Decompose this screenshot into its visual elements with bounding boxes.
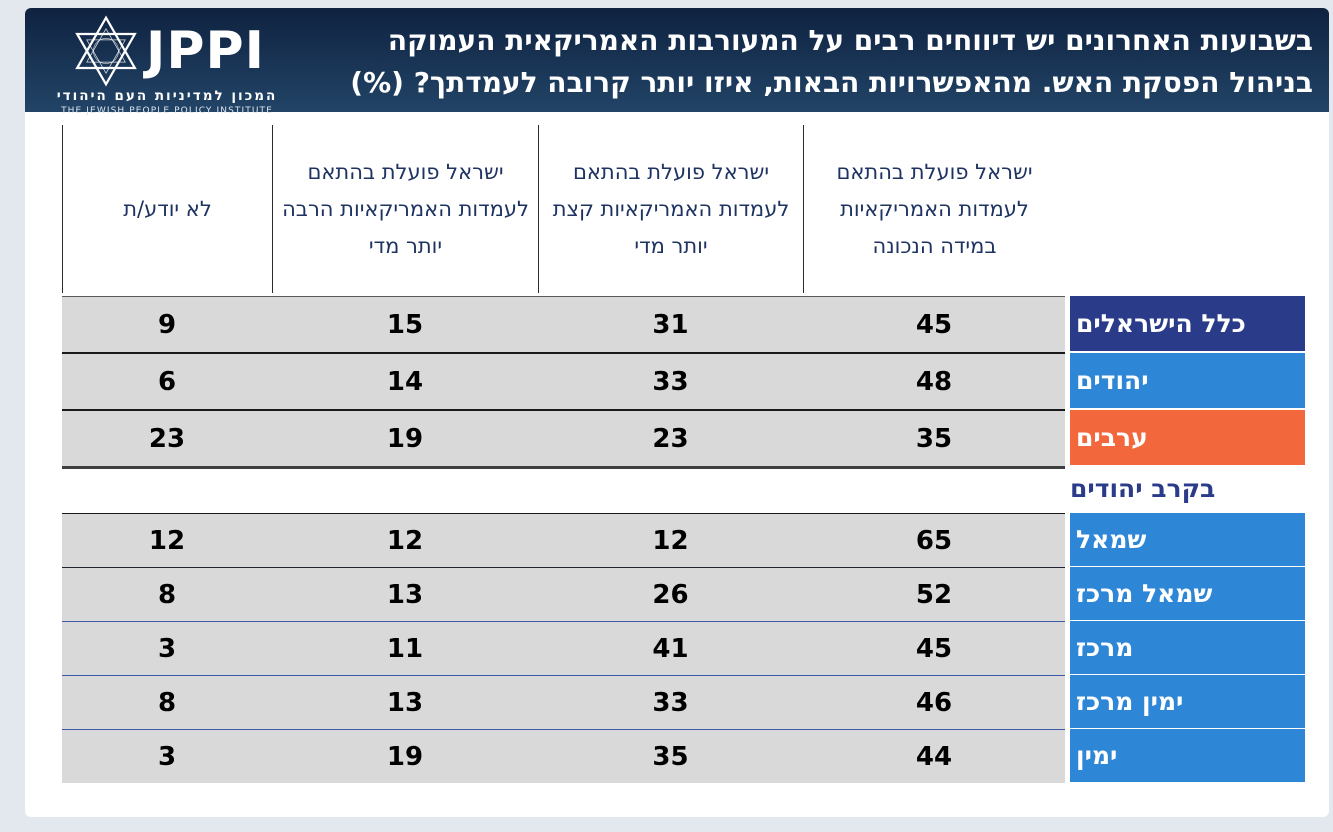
value-cell: 33: [652, 687, 689, 718]
value-cell: 19: [386, 741, 424, 772]
jppi-logo: JPPI המכון למדיניות העם היהודי THE JEWIS…: [39, 14, 295, 116]
value-cell: 8: [157, 687, 177, 718]
value-cell: 35: [915, 423, 953, 454]
slide-title-line2: בניהול הפסקת האש. מהאפשרויות הבאות, איזו…: [350, 66, 1313, 99]
header-band: JPPI המכון למדיניות העם היהודי THE JEWIS…: [25, 8, 1329, 116]
row-label-center-left: שמאל מרכז: [1070, 567, 1305, 620]
value-cell: 35: [652, 741, 689, 772]
value-cell: 3: [157, 633, 177, 664]
column-header-right-amount: ישראל פועלת בהתאם לעמדות האמריקאיות במיד…: [803, 125, 1065, 293]
column-headers: לא יודע/ת ישראל פועלת בהתאם לעמדות האמרי…: [62, 125, 1065, 293]
row-label-center-right: ימין מרכז: [1070, 675, 1305, 728]
value-cell: 48: [915, 366, 953, 397]
value-cell: 12: [386, 525, 424, 556]
value-cell: 3: [157, 741, 177, 772]
row-label-left: שמאל: [1070, 513, 1305, 566]
column-header-bit-too-much: ישראל פועלת בהתאם לעמדות האמריקאיות קצת …: [538, 125, 803, 293]
row-label-arabs: ערבים: [1070, 410, 1305, 465]
row-label-text: ימין מרכז: [1076, 687, 1184, 716]
value-cell: 23: [652, 423, 689, 454]
row-label-text: יהודים: [1076, 366, 1149, 395]
table-row: 8 13 33 46: [62, 676, 1065, 730]
row-label-all-israelis: כלל הישראלים: [1070, 296, 1305, 351]
value-cell: 12: [148, 525, 186, 556]
value-cell: 26: [652, 579, 689, 610]
table-row: 3 19 35 44: [62, 730, 1065, 783]
row-label-text: כלל הישראלים: [1076, 309, 1246, 338]
table-row: 12 12 12 65: [62, 514, 1065, 568]
table-row: 9 15 31 45: [62, 297, 1065, 354]
value-cell: 8: [157, 579, 177, 610]
value-cell: 11: [386, 633, 424, 664]
value-cell: 9: [157, 309, 177, 340]
value-cell: 12: [652, 525, 689, 556]
value-cell: 45: [915, 633, 953, 664]
row-label-text: שמאל: [1076, 525, 1147, 554]
value-cell: 45: [915, 309, 953, 340]
table-row: 23 19 23 35: [62, 411, 1065, 466]
value-cell: 46: [915, 687, 953, 718]
data-grid-all-groups: 9 15 31 45 6 14 33 48 23 19 23 35: [62, 296, 1065, 469]
value-cell: 6: [157, 366, 177, 397]
value-cell: 44: [915, 741, 953, 772]
column-header-dont-know: לא יודע/ת: [62, 125, 272, 293]
row-label-text: מרכז: [1076, 633, 1134, 662]
row-label-center: מרכז: [1070, 621, 1305, 674]
column-header-way-too-much: ישראל פועלת בהתאם לעמדות האמריקאיות הרבה…: [272, 125, 538, 293]
value-cell: 13: [386, 579, 424, 610]
table-row: 3 11 41 45: [62, 622, 1065, 676]
table-row: 8 13 26 52: [62, 568, 1065, 622]
star-of-david-icon: [75, 15, 137, 87]
row-label-text: ערבים: [1076, 423, 1148, 452]
value-cell: 31: [652, 309, 689, 340]
slide-card: JPPI המכון למדיניות העם היהודי THE JEWIS…: [25, 8, 1329, 817]
section-title-among-jews: בקרב יהודים: [1070, 473, 1216, 503]
slide-title: בשבועות האחרונים יש דיווחים רבים על המעו…: [350, 20, 1313, 104]
data-grid-among-jews: 12 12 12 65 8 13 26 52 3 11 41 45: [62, 513, 1065, 783]
value-cell: 41: [652, 633, 689, 664]
value-cell: 19: [386, 423, 424, 454]
value-cell: 52: [915, 579, 953, 610]
value-cell: 14: [386, 366, 424, 397]
row-label-right: ימין: [1070, 729, 1305, 782]
row-label-text: ימין: [1076, 741, 1118, 770]
row-labels-among-jews: שמאל שמאל מרכז מרכז ימין מרכז ימין: [1070, 513, 1305, 783]
logo-tagline-english: THE JEWISH PEOPLE POLICY INSTITUTE: [61, 106, 273, 116]
value-cell: 13: [386, 687, 424, 718]
row-labels-all-groups: כלל הישראלים יהודים ערבים: [1070, 296, 1305, 467]
logo-tagline-hebrew: המכון למדיניות העם היהודי: [56, 88, 278, 104]
logo-acronym: JPPI: [146, 21, 265, 81]
value-cell: 23: [148, 423, 186, 454]
row-label-text: שמאל מרכז: [1076, 579, 1213, 608]
logo-row: JPPI: [69, 14, 265, 88]
row-label-jews: יהודים: [1070, 353, 1305, 408]
value-cell: 65: [915, 525, 953, 556]
table-row: 6 14 33 48: [62, 354, 1065, 411]
slide-title-line1: בשבועות האחרונים יש דיווחים רבים על המעו…: [387, 24, 1313, 57]
value-cell: 15: [386, 309, 424, 340]
value-cell: 33: [652, 366, 689, 397]
